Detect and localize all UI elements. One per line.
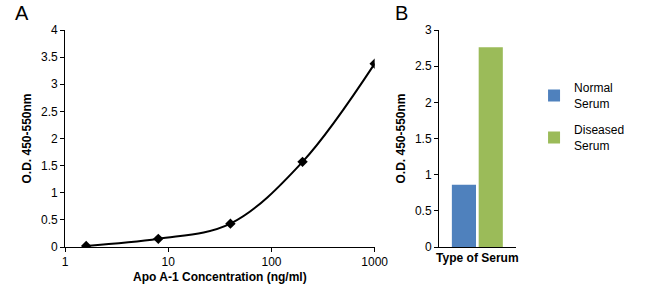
svg-text:0: 0 [51, 240, 58, 254]
svg-text:3: 3 [51, 77, 58, 91]
svg-text:100: 100 [261, 255, 281, 269]
svg-text:1000: 1000 [361, 255, 388, 269]
svg-text:A: A [15, 2, 29, 24]
svg-text:1.5: 1.5 [41, 159, 58, 173]
svg-text:O.D. 450-550nm: O.D. 450-550nm [394, 93, 408, 183]
svg-text:Type of Serum: Type of Serum [436, 251, 518, 265]
svg-text:0: 0 [425, 240, 432, 254]
svg-text:Apo A-1 Concentration (ng/ml): Apo A-1 Concentration (ng/ml) [133, 270, 307, 284]
svg-text:4: 4 [51, 23, 58, 37]
svg-text:NormalSerum: NormalSerum [574, 81, 613, 111]
svg-text:DiseasedSerum: DiseasedSerum [574, 123, 624, 153]
svg-text:3.5: 3.5 [41, 50, 58, 64]
svg-text:3: 3 [425, 23, 432, 37]
svg-text:10: 10 [162, 255, 176, 269]
svg-text:2: 2 [425, 96, 432, 110]
svg-text:1.5: 1.5 [415, 132, 432, 146]
svg-text:B: B [395, 2, 408, 24]
svg-text:1: 1 [51, 186, 58, 200]
svg-text:0.5: 0.5 [41, 213, 58, 227]
svg-text:O.D. 450-550nm: O.D. 450-550nm [20, 93, 34, 183]
svg-text:1: 1 [425, 168, 432, 182]
svg-text:1: 1 [62, 255, 69, 269]
svg-text:2.5: 2.5 [41, 105, 58, 119]
svg-text:2.5: 2.5 [415, 59, 432, 73]
svg-text:0.5: 0.5 [415, 204, 432, 218]
svg-text:2: 2 [51, 132, 58, 146]
